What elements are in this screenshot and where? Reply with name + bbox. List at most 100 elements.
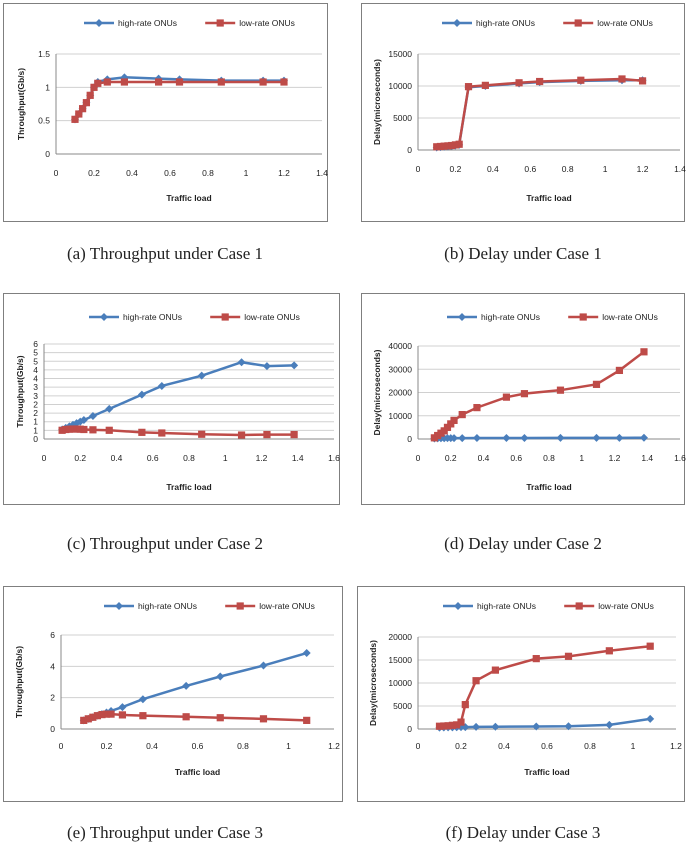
legend-label: high-rate ONUs: [138, 601, 197, 611]
data-point: [536, 77, 544, 86]
x-tick-label: 0.4: [478, 453, 490, 463]
data-point: [472, 722, 481, 731]
data-point: [448, 721, 456, 729]
y-tick-label: 40000: [388, 341, 412, 351]
data-point: [138, 695, 147, 704]
legend-marker: [574, 19, 582, 27]
data-point: [451, 141, 460, 149]
series-line: [439, 717, 651, 729]
y-tick-label: 20000: [388, 388, 412, 398]
y-tick-label: 3: [33, 391, 38, 401]
x-tick-label: 0.4: [146, 741, 158, 751]
x-tick-label: 1.2: [609, 453, 621, 463]
data-point: [592, 380, 601, 388]
data-point: [79, 105, 87, 113]
data-point: [472, 677, 480, 685]
chart-svg-b: 0 5000 10000 15000 0 0.2 0.4 0.6 0.8 1 1.2 1.4 Traff…: [372, 18, 686, 203]
data-point: [72, 419, 81, 428]
data-point: [86, 91, 94, 99]
chart-delay-case1: 0 5000 10000 15000 0 0.2 0.4 0.6 0.8 1 1.2 1.4 Traff…: [361, 3, 686, 222]
x-tick-label: 0.8: [543, 453, 555, 463]
data-point: [237, 431, 246, 439]
data-point: [473, 404, 481, 412]
data-point: [58, 426, 66, 434]
data-point: [82, 99, 90, 107]
data-point: [615, 366, 624, 375]
data-point: [197, 371, 206, 380]
data-point: [455, 140, 463, 148]
data-point: [103, 78, 111, 86]
data-point: [638, 77, 647, 85]
x-tick-label: 0.2: [445, 453, 457, 463]
y-axis-label: Throughput(Gb/s): [16, 68, 26, 140]
data-point: [137, 390, 146, 399]
data-point: [98, 710, 106, 719]
y-tick-label: 10000: [388, 678, 412, 688]
caption-e: (e) Throughput under Case 3: [66, 823, 264, 842]
data-point: [520, 433, 529, 442]
chart-svg-f: 0 5000 10000 15000 20000 0 0.2 0.4 0.6 0.8 1 1.2 Tra…: [368, 601, 682, 777]
legend-label: low-rate ONUs: [602, 312, 658, 322]
y-tick-label: 1.5: [38, 49, 50, 59]
legend-marker: [579, 313, 587, 321]
data-point: [491, 722, 500, 731]
x-tick-label: 0: [416, 453, 421, 463]
data-point: [259, 78, 267, 86]
data-point: [532, 722, 541, 731]
legend-label: high-rate ONUs: [481, 312, 540, 322]
x-tick-label: 0.4: [498, 741, 510, 751]
x-tick-label: 0.6: [164, 168, 176, 178]
data-point: [592, 433, 601, 442]
x-tick-label: 1.2: [256, 453, 268, 463]
legend-marker: [216, 19, 224, 27]
y-tick-label: 20000: [388, 632, 412, 642]
x-tick-label: 1.6: [674, 453, 686, 463]
data-point: [76, 425, 84, 433]
legend-label: high-rate ONUs: [477, 601, 536, 611]
y-tick-label: 0: [50, 724, 55, 734]
data-point: [556, 386, 565, 394]
data-point: [646, 642, 654, 650]
data-point: [198, 430, 206, 438]
x-tick-label: 0.4: [126, 168, 138, 178]
data-point: [433, 143, 441, 151]
x-tick-label: 0.6: [510, 453, 522, 463]
data-point: [79, 416, 88, 424]
legend-marker: [100, 313, 108, 321]
data-point: [88, 412, 97, 421]
data-point: [605, 647, 613, 655]
data-point: [73, 425, 81, 433]
x-tick-label: 1.6: [328, 453, 340, 463]
legend-marker: [95, 19, 103, 27]
series-line: [433, 350, 645, 439]
x-tick-label: 1.4: [292, 453, 304, 463]
data-point: [458, 434, 467, 443]
series-line: [83, 651, 308, 722]
x-tick-label: 1: [223, 453, 228, 463]
y-axis-label: Delay(microseconds): [368, 640, 378, 726]
y-tick-label: 15000: [388, 49, 412, 59]
data-point: [461, 723, 470, 732]
legend-label: high-rate ONUs: [123, 312, 182, 322]
y-tick-label: 0: [33, 434, 38, 444]
data-point: [564, 722, 573, 731]
y-tick-label: 2: [50, 693, 55, 703]
chart-svg-d: 0 10000 20000 30000 40000 0 0.2 0.4 0.6 0.8 1 1.2 1.…: [372, 312, 686, 492]
x-tick-label: 0.2: [455, 741, 467, 751]
y-tick-label: 5: [33, 356, 38, 366]
y-axis-label: Throughput(Gb/s): [14, 646, 24, 718]
y-tick-label: 0.5: [38, 116, 50, 126]
data-point: [84, 715, 92, 723]
data-point: [618, 75, 626, 83]
legend-marker: [575, 602, 583, 610]
x-axis-label: Traffic load: [175, 767, 220, 777]
data-point: [89, 426, 97, 434]
y-tick-label: 30000: [388, 364, 412, 374]
data-point: [118, 703, 127, 712]
y-axis-label: Throughput(Gb/s): [15, 355, 25, 427]
x-tick-label: 1: [286, 741, 291, 751]
data-point: [105, 404, 114, 413]
data-point: [94, 79, 102, 87]
data-point: [302, 649, 311, 658]
